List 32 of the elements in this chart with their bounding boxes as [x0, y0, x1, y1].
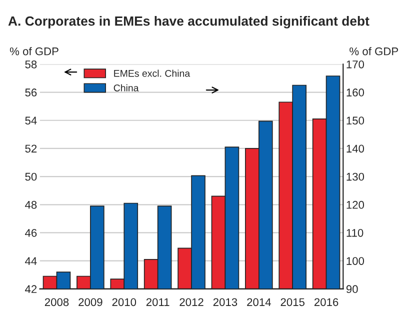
y-tick-label: 48 — [25, 200, 37, 209]
x-tick-label: 2016 — [314, 298, 338, 306]
legend-label: China — [114, 84, 139, 92]
x-tick-label: 2013 — [213, 298, 238, 306]
y-tick-label: 46 — [25, 228, 37, 237]
y2-tick-label: 100 — [346, 257, 364, 265]
y-tick-label: 58 — [25, 60, 37, 68]
legend-label: EMEs excl. China — [114, 70, 190, 77]
chart-title: A. Corporates in EMEs have accumulated significant debt — [8, 16, 370, 28]
y2-tick-label: 130 — [346, 172, 364, 181]
y-tick-label: 44 — [25, 257, 37, 265]
y2-tick-label: 120 — [346, 200, 364, 209]
x-tick-label: 2012 — [180, 298, 204, 306]
y-tick-label: 50 — [25, 172, 37, 181]
x-tick-label: 2010 — [112, 298, 136, 306]
y2-tick-label: 160 — [346, 88, 364, 96]
y-axis-title: % of GDP — [10, 47, 58, 56]
x-tick-label: 2009 — [78, 298, 102, 306]
y2-tick-label: 170 — [346, 60, 364, 68]
y-tick-label: 52 — [25, 144, 37, 153]
y-tick-label: 56 — [25, 88, 37, 96]
x-tick-label: 2015 — [280, 298, 304, 306]
y2-axis-title: % of GDP — [350, 47, 398, 56]
y2-tick-label: 140 — [346, 144, 364, 153]
y2-tick-label: 90 — [346, 285, 358, 294]
x-tick-label: 2014 — [247, 298, 271, 306]
x-tick-label: 2011 — [146, 298, 170, 306]
y-tick-label: 54 — [25, 116, 37, 125]
y2-tick-label: 150 — [346, 116, 364, 125]
x-tick-label: 2008 — [44, 298, 69, 306]
y-tick-label: 42 — [25, 285, 37, 293]
y2-tick-label: 110 — [346, 228, 364, 237]
